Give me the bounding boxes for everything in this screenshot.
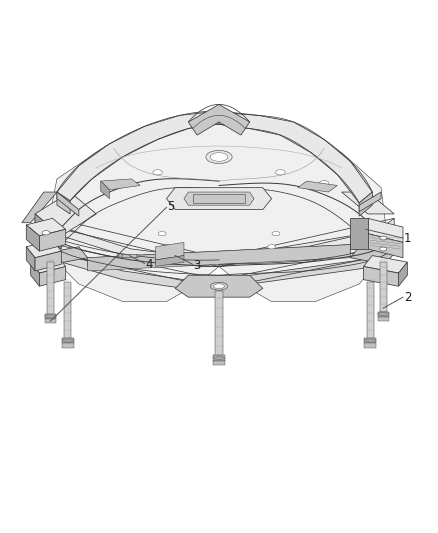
Polygon shape [64,282,71,339]
Polygon shape [31,255,66,273]
Text: 3: 3 [194,259,201,272]
Ellipse shape [45,315,56,318]
Polygon shape [215,290,223,356]
Ellipse shape [210,282,228,290]
Ellipse shape [109,181,119,186]
Text: 2: 2 [404,290,411,304]
Polygon shape [359,192,381,212]
Ellipse shape [214,284,224,288]
Polygon shape [88,245,350,266]
Ellipse shape [364,339,376,342]
Polygon shape [45,319,56,324]
Ellipse shape [213,357,225,360]
Polygon shape [26,247,35,271]
Polygon shape [213,361,225,365]
Polygon shape [155,255,184,266]
Polygon shape [380,262,387,312]
Polygon shape [184,192,254,205]
Ellipse shape [136,254,140,257]
Ellipse shape [380,247,387,251]
Polygon shape [62,338,74,343]
Polygon shape [39,229,66,251]
Ellipse shape [268,245,276,249]
Polygon shape [35,214,219,266]
Polygon shape [219,219,394,266]
Polygon shape [39,266,66,286]
Polygon shape [350,219,368,249]
Ellipse shape [158,231,166,236]
Polygon shape [62,343,74,348]
Ellipse shape [380,236,387,240]
Polygon shape [57,111,219,201]
Polygon shape [44,247,88,264]
Polygon shape [47,262,54,314]
Polygon shape [35,192,96,236]
Polygon shape [45,314,56,319]
Polygon shape [26,225,39,251]
Polygon shape [298,181,337,192]
Polygon shape [378,317,389,321]
Ellipse shape [272,231,280,236]
Polygon shape [155,243,184,260]
Ellipse shape [42,231,50,235]
Polygon shape [364,266,399,286]
Polygon shape [48,111,385,302]
Polygon shape [213,356,225,361]
Polygon shape [219,111,372,203]
Polygon shape [364,338,376,343]
Polygon shape [101,181,110,199]
Text: 1: 1 [404,232,411,245]
Ellipse shape [276,169,285,175]
Ellipse shape [118,254,123,257]
Polygon shape [368,219,403,243]
Polygon shape [35,240,219,288]
Ellipse shape [62,339,74,342]
Polygon shape [57,192,79,216]
Polygon shape [57,192,70,214]
Ellipse shape [378,313,389,316]
Polygon shape [26,240,61,258]
Text: 4: 4 [145,258,153,271]
Polygon shape [120,254,138,257]
Polygon shape [88,245,350,271]
Polygon shape [359,192,372,216]
Polygon shape [350,247,394,264]
Polygon shape [35,251,61,271]
Polygon shape [31,262,39,286]
Ellipse shape [319,181,329,186]
Polygon shape [22,192,57,223]
Polygon shape [399,262,407,286]
Ellipse shape [206,150,232,164]
Text: 5: 5 [167,200,175,213]
Polygon shape [166,188,272,209]
Polygon shape [367,282,374,339]
Polygon shape [26,219,66,236]
Polygon shape [35,214,61,249]
Polygon shape [193,194,245,203]
Polygon shape [342,192,394,214]
Polygon shape [364,255,407,273]
Polygon shape [368,233,403,258]
Polygon shape [175,275,263,297]
Ellipse shape [210,152,228,161]
Ellipse shape [162,245,170,249]
Ellipse shape [153,169,162,175]
Polygon shape [364,343,376,348]
Polygon shape [219,245,394,288]
Polygon shape [378,312,389,317]
Polygon shape [188,104,250,135]
Polygon shape [101,179,140,190]
